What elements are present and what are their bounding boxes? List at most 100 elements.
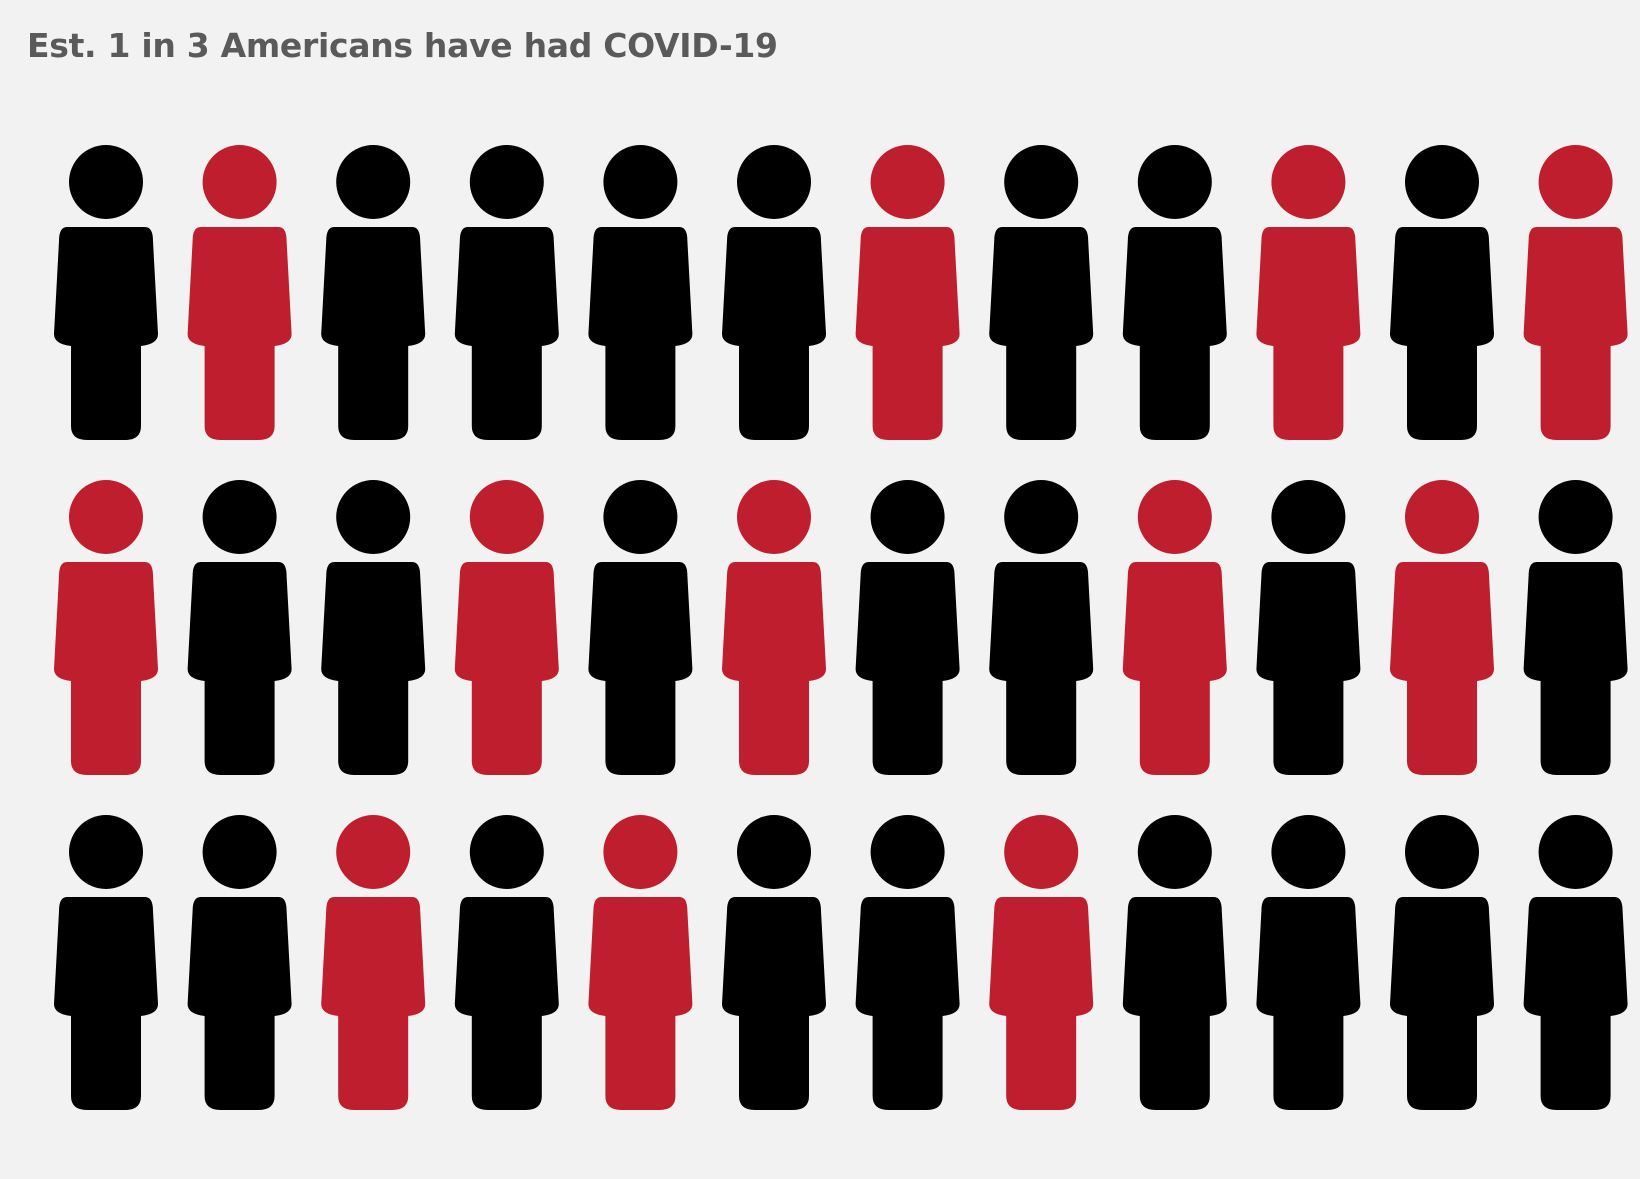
person-body: [722, 897, 826, 1110]
person-body: [588, 562, 693, 775]
person-icon: [588, 145, 693, 440]
person-head: [1137, 480, 1212, 554]
person-head: [1405, 480, 1479, 554]
person-icon: [588, 480, 693, 775]
person-head: [870, 145, 945, 219]
person-body: [187, 897, 292, 1110]
person-head: [1405, 815, 1479, 889]
person-head: [870, 815, 945, 889]
person-icon: [187, 815, 292, 1110]
person-icon: [1390, 815, 1494, 1110]
person-icon: [1122, 145, 1227, 440]
person-head: [870, 480, 945, 554]
person-head: [1271, 815, 1346, 889]
person-icon: [1523, 815, 1628, 1110]
person-body: [54, 562, 158, 775]
person-head: [1137, 145, 1212, 219]
person-icon: [454, 815, 559, 1110]
person-head: [737, 480, 811, 554]
person-body: [989, 897, 1094, 1110]
person-icon: [855, 815, 960, 1110]
person-body: [1122, 897, 1227, 1110]
person-body: [1523, 562, 1628, 775]
person-icon-had-covid: [1122, 480, 1227, 775]
person-body: [187, 227, 292, 440]
person-body: [1523, 897, 1628, 1110]
person-icon: [321, 480, 426, 775]
person-body: [722, 562, 826, 775]
person-head: [1137, 815, 1212, 889]
person-icon-had-covid: [321, 815, 426, 1110]
person-head: [336, 815, 411, 889]
person-head: [1538, 815, 1613, 889]
person-head: [336, 480, 411, 554]
person-head: [1538, 145, 1613, 219]
person-body: [1256, 897, 1361, 1110]
person-head: [603, 145, 678, 219]
person-head: [603, 815, 678, 889]
person-head: [469, 480, 544, 554]
person-body: [1390, 227, 1494, 440]
person-icon-had-covid: [187, 145, 292, 440]
person-body: [454, 227, 559, 440]
person-head: [737, 145, 811, 219]
person-icon-had-covid: [989, 815, 1094, 1110]
person-body: [321, 227, 426, 440]
person-body: [454, 562, 559, 775]
person-body: [321, 562, 426, 775]
person-head: [1405, 145, 1479, 219]
person-body: [989, 227, 1094, 440]
person-head: [69, 815, 143, 889]
person-icon-had-covid: [1523, 145, 1628, 440]
person-icon: [1256, 480, 1361, 775]
person-body: [1390, 562, 1494, 775]
person-body: [588, 897, 693, 1110]
person-head: [69, 480, 143, 554]
person-icon-had-covid: [855, 145, 960, 440]
person-body: [588, 227, 693, 440]
person-icon: [1256, 815, 1361, 1110]
person-body: [54, 897, 158, 1110]
person-icon: [321, 145, 426, 440]
person-body: [54, 227, 158, 440]
chart-title: Est. 1 in 3 Americans have had COVID-19: [27, 26, 778, 65]
person-head: [603, 480, 678, 554]
person-body: [722, 227, 826, 440]
person-head: [1004, 815, 1079, 889]
person-body: [321, 897, 426, 1110]
person-body: [855, 227, 960, 440]
person-body: [989, 562, 1094, 775]
person-head: [202, 815, 277, 889]
person-body: [1390, 897, 1494, 1110]
person-icon-had-covid: [722, 480, 826, 775]
person-icon: [722, 815, 826, 1110]
person-body: [454, 897, 559, 1110]
person-head: [469, 815, 544, 889]
person-head: [202, 145, 277, 219]
person-icon: [855, 480, 960, 775]
person-icon: [1390, 145, 1494, 440]
person-head: [336, 145, 411, 219]
person-head: [202, 480, 277, 554]
person-body: [1122, 562, 1227, 775]
person-head: [1004, 480, 1079, 554]
person-icon: [454, 145, 559, 440]
person-icon-had-covid: [54, 480, 158, 775]
person-body: [855, 562, 960, 775]
person-icon-had-covid: [588, 815, 693, 1110]
person-icon: [989, 145, 1094, 440]
person-icon: [1122, 815, 1227, 1110]
person-icon-had-covid: [1390, 480, 1494, 775]
person-icon: [54, 815, 158, 1110]
person-head: [1271, 480, 1346, 554]
person-body: [187, 562, 292, 775]
person-icon: [54, 145, 158, 440]
person-icon: [722, 145, 826, 440]
person-icon: [989, 480, 1094, 775]
person-icon: [187, 480, 292, 775]
person-body: [855, 897, 960, 1110]
person-head: [469, 145, 544, 219]
person-body: [1256, 227, 1361, 440]
person-head: [69, 145, 143, 219]
